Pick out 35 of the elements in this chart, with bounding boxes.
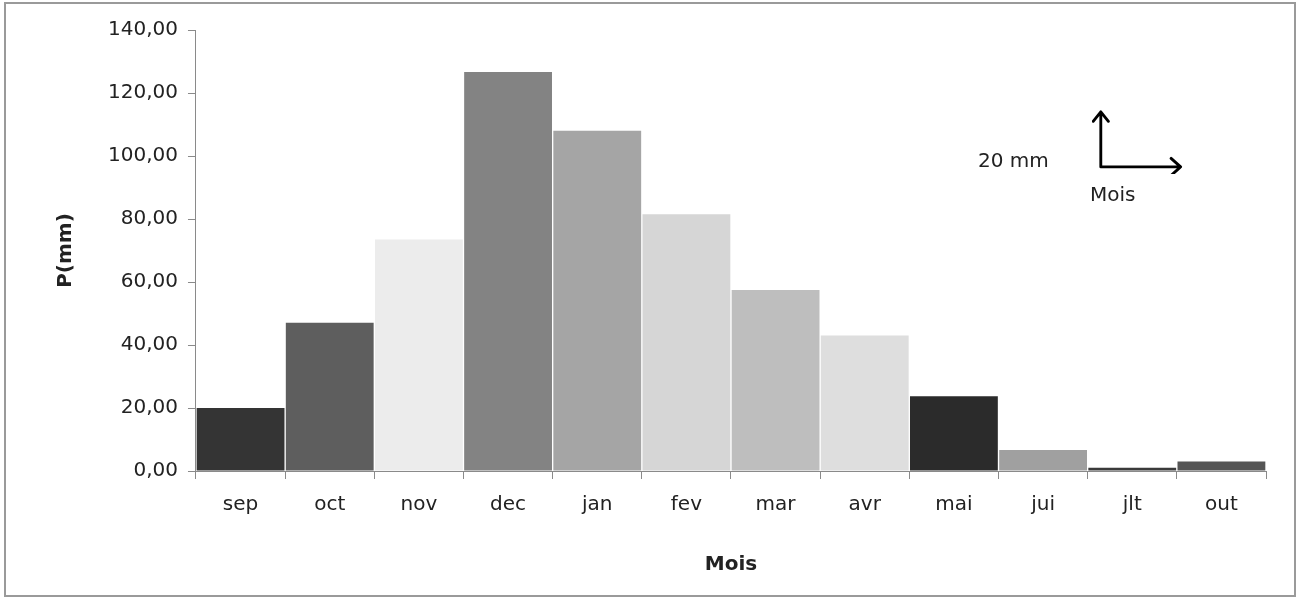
y-tick-label: 20,00 — [120, 394, 178, 419]
y-tick-label: 120,00 — [108, 79, 178, 104]
bar — [642, 214, 731, 471]
bar — [374, 239, 463, 471]
x-tick-label: jui — [1030, 491, 1055, 516]
annotation: 20 mm — [978, 148, 1049, 172]
bar — [285, 322, 374, 471]
y-tick-label: 100,00 — [108, 142, 178, 167]
y-tick-label: 0,00 — [133, 457, 178, 482]
y-tick-label: 40,00 — [120, 331, 178, 356]
y-axis-title: P(mm) — [52, 213, 77, 288]
y-tick-label: 140,00 — [108, 16, 178, 41]
y-tick-label: 60,00 — [120, 268, 178, 293]
bar — [910, 396, 998, 471]
x-axis-title: Mois — [704, 551, 758, 576]
bar — [999, 449, 1087, 471]
x-tick-label: sep — [222, 491, 259, 516]
bar — [820, 335, 909, 471]
x-tick-label: jlt — [1121, 491, 1142, 516]
bar — [1088, 467, 1177, 471]
y-tick-label: 80,00 — [120, 205, 178, 230]
x-tick-label: mar — [755, 491, 797, 516]
x-tick-label: jan — [580, 491, 613, 516]
bar — [196, 408, 285, 471]
bar — [731, 289, 820, 471]
x-tick-label: mai — [935, 491, 973, 516]
x-tick-label: oct — [314, 491, 346, 516]
x-tick-label: dec — [490, 491, 527, 516]
x-tick-label: fev — [670, 491, 703, 516]
x-tick-label: out — [1205, 491, 1238, 516]
annotation: Mois — [1090, 182, 1136, 206]
bar — [553, 130, 642, 471]
x-tick-label: avr — [848, 491, 882, 516]
bar — [1177, 461, 1266, 471]
x-tick-label: nov — [400, 491, 438, 516]
